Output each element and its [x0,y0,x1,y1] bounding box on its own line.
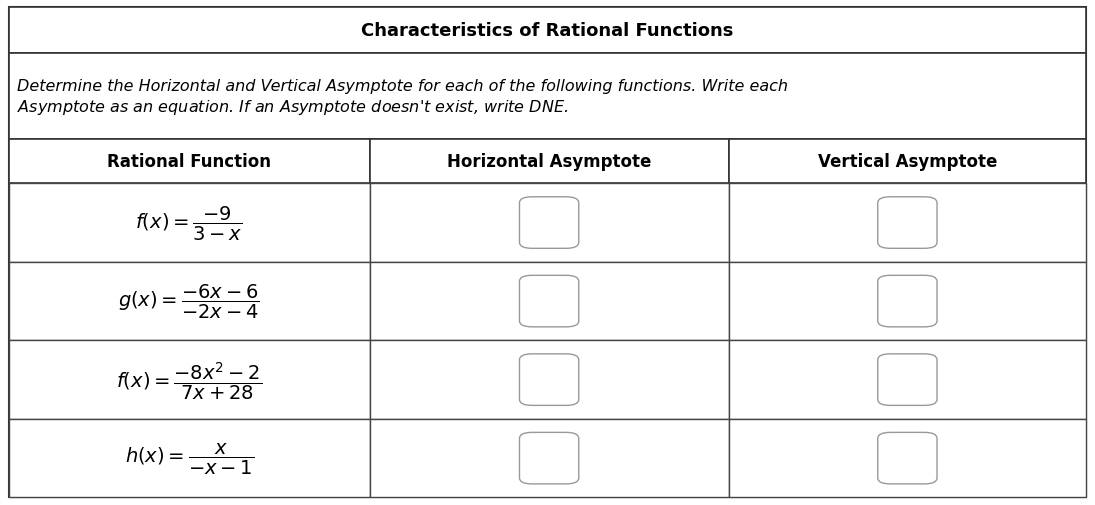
Bar [370,341,728,419]
Text: $g(x) = \dfrac{-6x - 6}{-2x - 4}$: $g(x) = \dfrac{-6x - 6}{-2x - 4}$ [118,282,261,321]
Text: Characteristics of Rational Functions: Characteristics of Rational Functions [361,22,734,40]
Bar [728,341,1086,419]
FancyBboxPatch shape [878,276,937,327]
Text: Asymptote as an equation. If an Asymptote doesn't exist, write $\mathit{DNE}$.: Asymptote as an equation. If an Asymptot… [18,98,568,117]
Bar [9,419,370,497]
FancyBboxPatch shape [519,432,579,484]
Bar [370,140,728,184]
FancyBboxPatch shape [878,354,937,406]
Bar [9,54,1086,140]
Text: $h(x) = \dfrac{x}{-x - 1}$: $h(x) = \dfrac{x}{-x - 1}$ [125,441,254,476]
Bar [728,140,1086,184]
Bar [9,341,370,419]
Bar [9,262,370,341]
Text: Rational Function: Rational Function [107,153,272,171]
FancyBboxPatch shape [878,197,937,249]
FancyBboxPatch shape [519,197,579,249]
Bar [370,419,728,497]
Text: Determine the Horizontal and Vertical Asymptote for each of the following functi: Determine the Horizontal and Vertical As… [18,79,788,94]
Bar [9,184,370,262]
Bar [370,262,728,341]
FancyBboxPatch shape [878,432,937,484]
Text: Horizontal Asymptote: Horizontal Asymptote [447,153,652,171]
Bar [9,8,1086,54]
Bar [728,419,1086,497]
Text: $f(x) = \dfrac{-8x^2 - 2}{7x + 28}$: $f(x) = \dfrac{-8x^2 - 2}{7x + 28}$ [116,359,263,401]
Bar [9,140,370,184]
FancyBboxPatch shape [519,276,579,327]
Text: Vertical Asymptote: Vertical Asymptote [818,153,998,171]
Bar [728,184,1086,262]
FancyBboxPatch shape [519,354,579,406]
Bar [370,184,728,262]
Text: $f(x) = \dfrac{-9}{3 - x}$: $f(x) = \dfrac{-9}{3 - x}$ [136,204,243,242]
Bar [728,262,1086,341]
